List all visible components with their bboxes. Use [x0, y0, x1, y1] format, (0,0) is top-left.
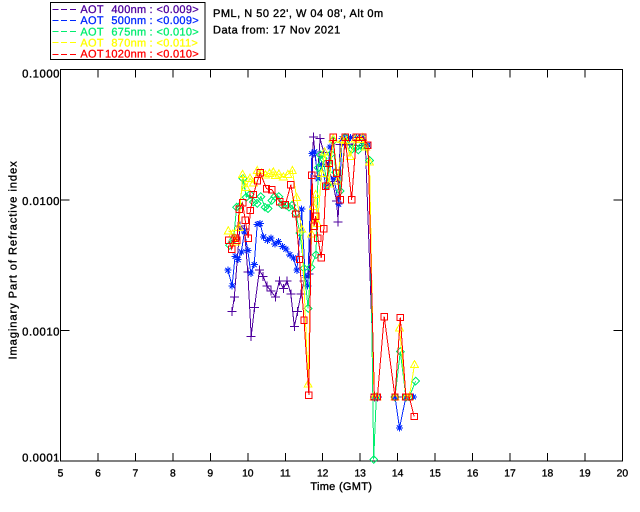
svg-text:<0.009>: <0.009>: [157, 15, 199, 27]
svg-text:400nm: 400nm: [111, 4, 146, 16]
svg-text:7: 7: [133, 469, 139, 480]
svg-text:17: 17: [504, 469, 516, 480]
svg-text:AOT: AOT: [80, 4, 104, 16]
svg-text:11: 11: [280, 469, 291, 480]
svg-text:6: 6: [95, 469, 101, 480]
svg-text:AOT: AOT: [80, 15, 104, 27]
svg-text:PML, N 50 22', W 04 08', Alt 0: PML, N 50 22', W 04 08', Alt 0m: [213, 8, 384, 20]
svg-text:19: 19: [579, 469, 591, 480]
svg-text:<0.010>: <0.010>: [157, 49, 199, 61]
svg-text:Time (GMT): Time (GMT): [310, 481, 372, 493]
svg-text:15: 15: [429, 469, 441, 480]
svg-text:5: 5: [58, 469, 64, 480]
svg-text:9: 9: [207, 469, 213, 480]
svg-text:Data from: 17 Nov 2021: Data from: 17 Nov 2021: [213, 25, 341, 37]
svg-text:500nm: 500nm: [111, 15, 146, 27]
svg-text::: :: [150, 15, 153, 27]
svg-text::: :: [150, 26, 153, 38]
svg-text:1020nm: 1020nm: [105, 49, 147, 61]
svg-text:8: 8: [170, 469, 176, 480]
svg-text:12: 12: [317, 469, 329, 480]
svg-text:0.0100: 0.0100: [22, 196, 60, 208]
svg-text:0.0001: 0.0001: [22, 453, 60, 465]
svg-text:<0.010>: <0.010>: [157, 26, 199, 38]
svg-text:<0.009>: <0.009>: [157, 4, 199, 16]
svg-text:18: 18: [542, 469, 554, 480]
svg-text:13: 13: [354, 469, 366, 480]
svg-text:AOT: AOT: [80, 38, 104, 50]
svg-text:Imaginary Part of Refractive i: Imaginary Part of Refractive index: [8, 160, 20, 359]
svg-text:0.0010: 0.0010: [22, 327, 60, 339]
svg-text:10: 10: [242, 469, 254, 480]
svg-text::: :: [150, 49, 153, 61]
svg-text::: :: [150, 38, 153, 50]
svg-text:<0.011>: <0.011>: [157, 38, 199, 50]
svg-text::: :: [150, 4, 153, 16]
svg-text:0.1000: 0.1000: [22, 69, 60, 81]
svg-text:AOT: AOT: [80, 49, 104, 61]
svg-text:14: 14: [392, 469, 404, 480]
svg-text:20: 20: [617, 469, 629, 480]
svg-text:AOT: AOT: [80, 26, 104, 38]
svg-text:675nm: 675nm: [111, 26, 146, 38]
svg-text:870nm: 870nm: [111, 38, 146, 50]
svg-text:16: 16: [467, 469, 479, 480]
